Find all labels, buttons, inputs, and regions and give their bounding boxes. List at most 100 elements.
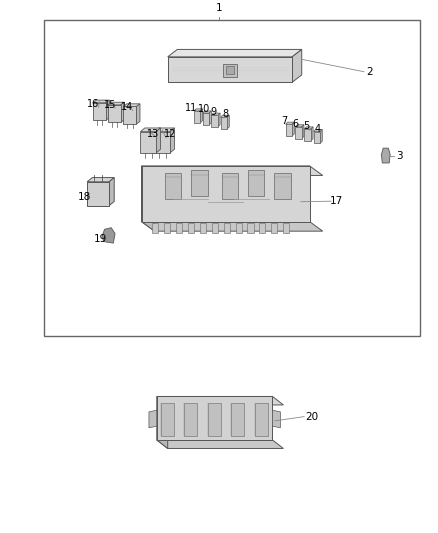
Polygon shape — [108, 102, 124, 105]
Polygon shape — [137, 104, 140, 124]
Polygon shape — [154, 132, 170, 153]
Polygon shape — [286, 124, 292, 136]
Bar — [152, 223, 158, 233]
Bar — [248, 171, 265, 196]
Polygon shape — [157, 397, 272, 440]
Bar — [208, 403, 221, 436]
Polygon shape — [141, 128, 160, 132]
Polygon shape — [141, 132, 156, 153]
Text: 13: 13 — [147, 130, 159, 139]
Polygon shape — [381, 148, 390, 163]
Bar — [176, 223, 182, 233]
Polygon shape — [157, 440, 283, 448]
Bar — [247, 223, 254, 233]
Polygon shape — [141, 222, 323, 231]
Bar — [274, 173, 290, 198]
Bar — [271, 223, 277, 233]
Polygon shape — [212, 113, 220, 115]
Text: 16: 16 — [87, 99, 99, 109]
Polygon shape — [124, 107, 137, 124]
Polygon shape — [141, 166, 310, 222]
Bar — [200, 223, 206, 233]
Text: 19: 19 — [94, 235, 107, 245]
Text: 20: 20 — [305, 411, 318, 422]
Bar — [236, 223, 242, 233]
Text: 15: 15 — [104, 100, 116, 110]
Polygon shape — [170, 128, 174, 153]
Polygon shape — [141, 166, 155, 231]
Polygon shape — [209, 111, 212, 125]
Polygon shape — [108, 105, 121, 123]
Bar — [231, 403, 244, 436]
Text: 14: 14 — [121, 102, 134, 112]
Text: 17: 17 — [330, 196, 343, 206]
Polygon shape — [109, 177, 114, 206]
Polygon shape — [156, 128, 160, 153]
Bar — [223, 64, 237, 77]
Polygon shape — [149, 410, 157, 428]
Text: 6: 6 — [292, 119, 298, 128]
Polygon shape — [292, 50, 302, 82]
Polygon shape — [168, 57, 292, 82]
Bar — [165, 173, 181, 198]
Text: 11: 11 — [185, 103, 198, 113]
Bar — [226, 66, 234, 74]
Bar — [224, 223, 230, 233]
Polygon shape — [203, 113, 209, 125]
Bar — [254, 403, 268, 436]
Bar — [188, 223, 194, 233]
Polygon shape — [314, 130, 322, 132]
Text: 3: 3 — [396, 150, 403, 160]
Polygon shape — [304, 129, 311, 141]
Polygon shape — [295, 125, 304, 127]
Polygon shape — [295, 127, 302, 139]
Polygon shape — [314, 132, 320, 143]
Polygon shape — [168, 50, 302, 57]
Polygon shape — [93, 103, 106, 120]
Polygon shape — [212, 115, 218, 127]
Polygon shape — [302, 125, 304, 139]
Text: 8: 8 — [222, 109, 228, 119]
Bar — [164, 223, 170, 233]
Polygon shape — [304, 127, 313, 129]
Polygon shape — [203, 111, 212, 113]
Polygon shape — [93, 100, 110, 103]
Polygon shape — [272, 410, 280, 428]
Text: 9: 9 — [211, 107, 217, 117]
Bar — [212, 223, 218, 233]
Polygon shape — [121, 102, 124, 123]
Polygon shape — [87, 177, 114, 182]
Polygon shape — [220, 115, 229, 117]
Polygon shape — [220, 117, 227, 129]
Text: 10: 10 — [198, 104, 210, 115]
Bar — [161, 403, 174, 436]
Text: 18: 18 — [78, 192, 91, 203]
Polygon shape — [141, 166, 323, 175]
Polygon shape — [194, 109, 203, 111]
Bar — [184, 403, 197, 436]
Polygon shape — [124, 104, 140, 107]
Polygon shape — [218, 113, 220, 127]
Bar — [259, 223, 265, 233]
Bar — [222, 173, 238, 198]
Polygon shape — [201, 109, 203, 123]
Polygon shape — [102, 228, 115, 243]
Bar — [44, 20, 420, 336]
Polygon shape — [292, 122, 294, 136]
Bar — [283, 223, 289, 233]
Polygon shape — [157, 397, 168, 448]
Polygon shape — [87, 182, 109, 206]
Polygon shape — [320, 130, 322, 143]
Text: 2: 2 — [366, 67, 373, 77]
Text: 4: 4 — [315, 124, 321, 134]
Text: 7: 7 — [281, 116, 287, 126]
Text: 1: 1 — [215, 3, 223, 13]
Polygon shape — [227, 115, 229, 129]
Polygon shape — [157, 397, 283, 405]
Polygon shape — [311, 127, 313, 141]
Bar — [191, 171, 208, 196]
Text: 5: 5 — [303, 122, 310, 131]
Polygon shape — [106, 100, 110, 120]
Polygon shape — [194, 111, 201, 123]
Text: 12: 12 — [163, 130, 176, 139]
